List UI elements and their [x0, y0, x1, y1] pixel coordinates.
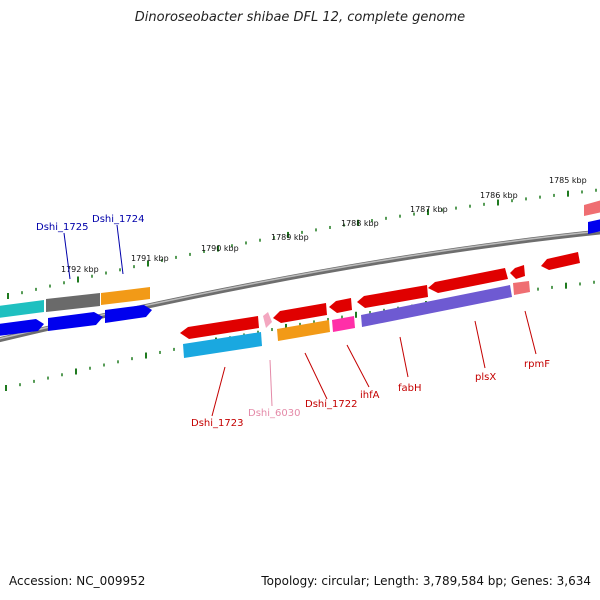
gene-feature-fabh[interactable]	[357, 285, 428, 308]
scale-label: 1792 kbp	[61, 265, 99, 274]
gene-feature-dshi-1724[interactable]	[101, 287, 150, 305]
scale-label: 1785 kbp	[549, 176, 587, 185]
callout-line	[211, 366, 226, 417]
gene-label-fabh[interactable]: fabH	[398, 383, 422, 394]
callout-line	[304, 352, 328, 400]
gene-label-dshi-1723[interactable]: Dshi_1723	[191, 418, 243, 429]
gene-feature-blue[interactable]	[588, 219, 600, 234]
gene-feature-salmon[interactable]	[584, 200, 600, 216]
gene-label-dshi-1725[interactable]: Dshi_1725	[36, 222, 88, 233]
gene-label-dshi-1724[interactable]: Dshi_1724	[92, 214, 144, 225]
callout-line	[524, 310, 537, 355]
gene-feature-red[interactable]	[510, 265, 525, 279]
callout-line	[399, 336, 409, 378]
accession-text: Accession: NC_009952	[9, 574, 146, 588]
gene-feature-dshi-1725[interactable]	[46, 293, 100, 312]
scale-label: 1791 kbp	[131, 254, 169, 263]
genome-summary-text: Topology: circular; Length: 3,789,584 bp…	[261, 574, 591, 588]
map-title: Dinoroseobacter shibae DFL 12, complete …	[134, 10, 466, 25]
gene-feature-blue[interactable]	[0, 319, 44, 336]
gene-feature-blue[interactable]	[105, 305, 152, 323]
scale-label: 1789 kbp	[271, 233, 309, 242]
scale-label: 1788 kbp	[341, 219, 379, 228]
scale-label: 1786 kbp	[480, 191, 518, 200]
gene-feature-red[interactable]	[541, 252, 580, 270]
gene-feature-ihfa[interactable]	[332, 316, 355, 332]
scale-label: 1787 kbp	[410, 205, 448, 214]
gene-label-rpmf[interactable]: rpmF	[524, 359, 550, 370]
gene-feature-plsx-red[interactable]	[428, 268, 508, 293]
gene-feature-dshi-1722[interactable]	[277, 320, 330, 341]
gene-label-plsx[interactable]: plsX	[475, 372, 496, 383]
gene-label-dshi-1722[interactable]: Dshi_1722	[305, 399, 357, 410]
gene-feature-rpmf[interactable]	[513, 281, 530, 295]
gene-label-dshi-6030[interactable]: Dshi_6030	[248, 408, 300, 419]
callout-line	[63, 232, 71, 280]
gene-feature-dshi-1723-lower[interactable]	[183, 332, 262, 358]
callout-line	[116, 224, 124, 275]
gene-feature-blue[interactable]	[48, 312, 103, 331]
gene-feature-dshi-1723[interactable]	[180, 316, 259, 339]
gene-feature-plsx[interactable]	[361, 285, 512, 327]
gene-feature-cyan[interactable]	[0, 300, 44, 318]
callout-line	[346, 344, 370, 388]
callout-line	[474, 320, 486, 369]
gene-feature-dshi-6030[interactable]	[263, 312, 272, 328]
scale-label: 1790 kbp	[201, 244, 239, 253]
gene-label-ihfa[interactable]: ihfA	[360, 390, 380, 401]
gene-feature-red[interactable]	[329, 298, 352, 313]
callout-line	[269, 359, 273, 407]
gene-feature-red[interactable]	[273, 303, 327, 323]
